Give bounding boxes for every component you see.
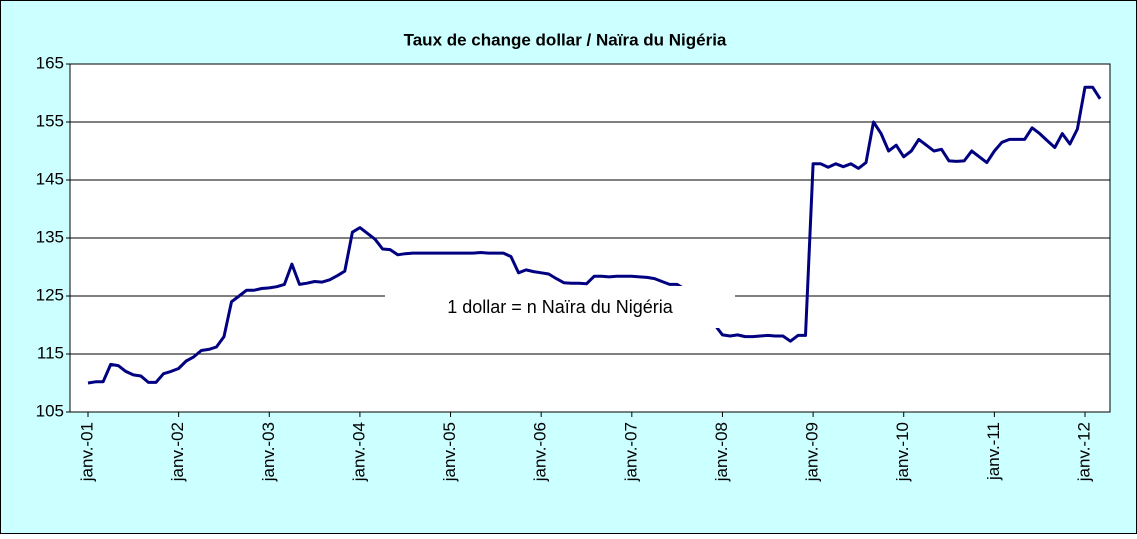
x-tick-label: janv.-08 (712, 422, 731, 482)
y-tick-label: 125 (36, 285, 64, 304)
x-tick-label: janv.-04 (349, 422, 368, 482)
x-tick-label: janv.-02 (168, 422, 187, 482)
y-tick-label: 165 (36, 53, 64, 72)
x-tick-label: janv.-03 (259, 422, 278, 482)
x-tick-label: janv.-11 (984, 422, 1003, 481)
y-tick-label: 105 (36, 401, 64, 420)
x-tick-label: janv.-10 (893, 422, 912, 482)
x-tick-label: janv.-07 (621, 422, 640, 482)
grid: 105 115 125 135 145 155 165 janv.-01 janv.-02 jan… (36, 53, 1110, 482)
annotation-box (385, 286, 735, 328)
y-tick-label: 145 (36, 169, 64, 188)
annotation: 1 dollar = n Naïra du Nigéria (447, 297, 674, 317)
x-tick-label: janv.-01 (77, 422, 96, 482)
line-series (87, 85, 1102, 385)
x-tick-label: janv.-06 (531, 422, 550, 482)
x-tick-label: janv.-05 (440, 422, 459, 482)
y-tick-label: 135 (36, 227, 64, 246)
y-tick-label: 115 (37, 343, 64, 362)
x-tick-label: janv.-12 (1074, 422, 1093, 482)
chart-title: Taux de change dollar / Naïra du Nigéria (404, 30, 727, 49)
y-tick-label: 155 (36, 111, 64, 130)
x-tick-label: janv.-09 (803, 422, 822, 482)
marks (87, 85, 1102, 385)
